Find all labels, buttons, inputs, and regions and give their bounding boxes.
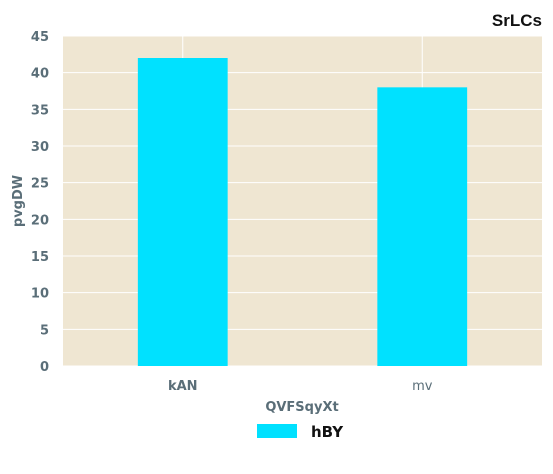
legend: hBY <box>257 423 344 441</box>
x-tick-label: mv <box>412 379 433 394</box>
y-axis-ticks: 0 5 10 15 20 25 30 35 40 45 <box>31 30 49 375</box>
y-tick-label: 15 <box>31 250 49 265</box>
x-axis-ticks: kAN mv <box>168 379 433 394</box>
y-tick-label: 45 <box>31 30 49 45</box>
y-axis-label: pvgDW <box>11 175 26 227</box>
y-tick-label: 20 <box>31 213 49 228</box>
y-tick-label: 10 <box>31 287 49 302</box>
y-tick-label: 35 <box>31 103 49 118</box>
plot-area <box>63 36 542 366</box>
bar-kAN <box>137 58 228 366</box>
y-tick-label: 5 <box>40 323 49 338</box>
bars <box>137 58 468 366</box>
y-tick-label: 30 <box>31 140 49 155</box>
bar-mv <box>377 87 468 366</box>
y-tick-label: 0 <box>40 360 49 375</box>
legend-label-hby: hBY <box>311 423 344 441</box>
legend-swatch <box>257 424 297 438</box>
y-tick-label: 25 <box>31 177 49 192</box>
chart-title: SrLCs <box>492 11 542 30</box>
y-tick-label: 40 <box>31 67 49 82</box>
x-tick-label: kAN <box>168 379 198 394</box>
x-axis-label: QVFSqyXt <box>265 400 338 415</box>
